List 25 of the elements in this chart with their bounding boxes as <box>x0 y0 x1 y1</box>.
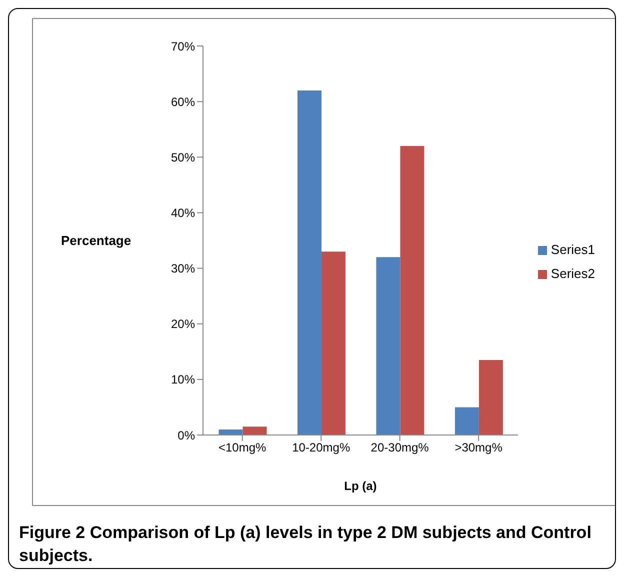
y-tick-label: 50% <box>170 150 196 164</box>
y-tick-label: 20% <box>170 317 196 332</box>
x-tick-label: 20-30mg% <box>370 440 430 455</box>
y-axis-title: Percentage <box>61 233 132 248</box>
bar <box>478 360 503 435</box>
y-tick-label: 10% <box>170 372 196 387</box>
x-tick-label: 10-20mg% <box>292 440 350 455</box>
bar <box>376 257 400 435</box>
x-axis-title: Lp (a) <box>344 479 377 493</box>
bar <box>400 146 424 435</box>
bar <box>321 252 346 435</box>
caption: Figure 2 Comparison of Lp (a) levels in type 2 DM subjects and Control subjects. <box>19 522 592 567</box>
y-tick-label: 70% <box>170 39 196 54</box>
y-tick-label: 0% <box>178 428 196 442</box>
y-tick-label: 60% <box>170 94 196 109</box>
bar <box>297 90 322 435</box>
bar <box>242 426 267 435</box>
legend-label: Series1 <box>550 242 595 257</box>
bar <box>454 407 479 435</box>
legend-label: Series2 <box>550 266 595 281</box>
x-tick-label: <10mg% <box>218 440 267 455</box>
y-tick-label: 40% <box>170 206 196 220</box>
y-tick-label: 30% <box>170 262 196 276</box>
x-tick-label: >30mg% <box>454 440 503 455</box>
bar <box>218 429 243 435</box>
